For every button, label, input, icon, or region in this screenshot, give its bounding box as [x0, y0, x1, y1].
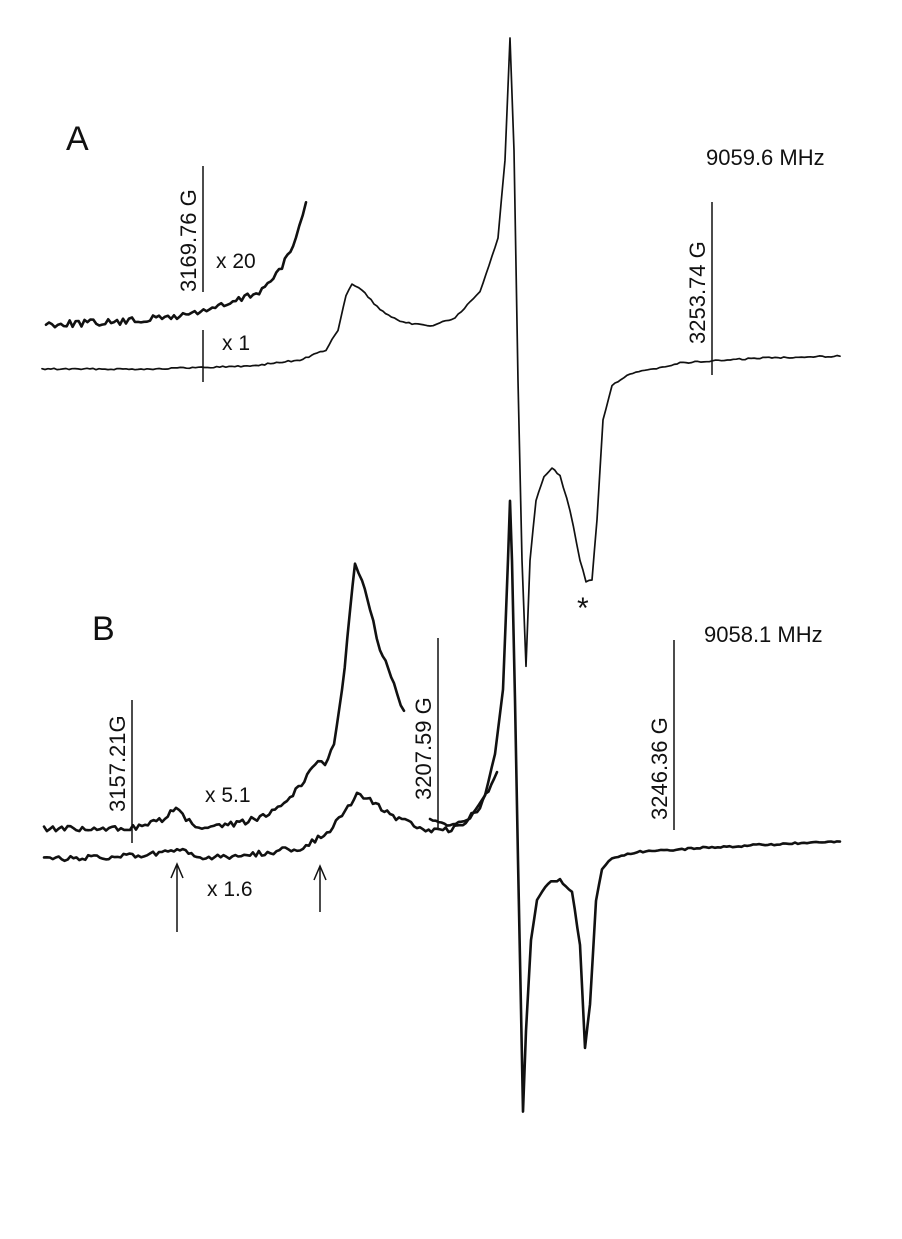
trace-b-x1-6	[42, 770, 499, 863]
gain-label-a-x20: x 20	[216, 250, 256, 273]
trace-b-x5-1-high-field	[428, 499, 842, 1113]
panel-a: A 9059.6 MHz x 20 x 1 3169.76 G 3253.74 …	[41, 37, 841, 668]
gain-label-a-x1: x 1	[222, 332, 250, 355]
panel-a-label: A	[66, 120, 89, 158]
gain-label-b-x1-6: x 1.6	[207, 878, 253, 901]
panel-b-frequency: 9058.1 MHz	[704, 622, 823, 647]
panel-b-label: B	[92, 610, 115, 648]
panel-b: B 9058.1 MHz x 5.1 x 1.6 3157.21G 3207.5…	[42, 499, 842, 1113]
arrow-marker-1	[170, 862, 184, 932]
field-marker-label-3253: 3253.74 G	[685, 241, 710, 344]
asterisk-marker: *	[577, 592, 589, 625]
field-marker-label-3157: 3157.21G	[105, 715, 130, 812]
field-marker-label-3169: 3169.76 G	[176, 189, 201, 292]
field-marker-label-3207: 3207.59 G	[411, 697, 436, 800]
field-marker-label-3246: 3246.36 G	[647, 717, 672, 820]
arrow-marker-2	[313, 864, 327, 912]
panel-a-frequency: 9059.6 MHz	[706, 145, 825, 170]
trace-a-x1	[41, 37, 841, 668]
gain-label-b-x5-1: x 5.1	[205, 784, 251, 807]
trace-a-x20	[44, 201, 308, 329]
trace-b-x5-1	[42, 562, 406, 833]
